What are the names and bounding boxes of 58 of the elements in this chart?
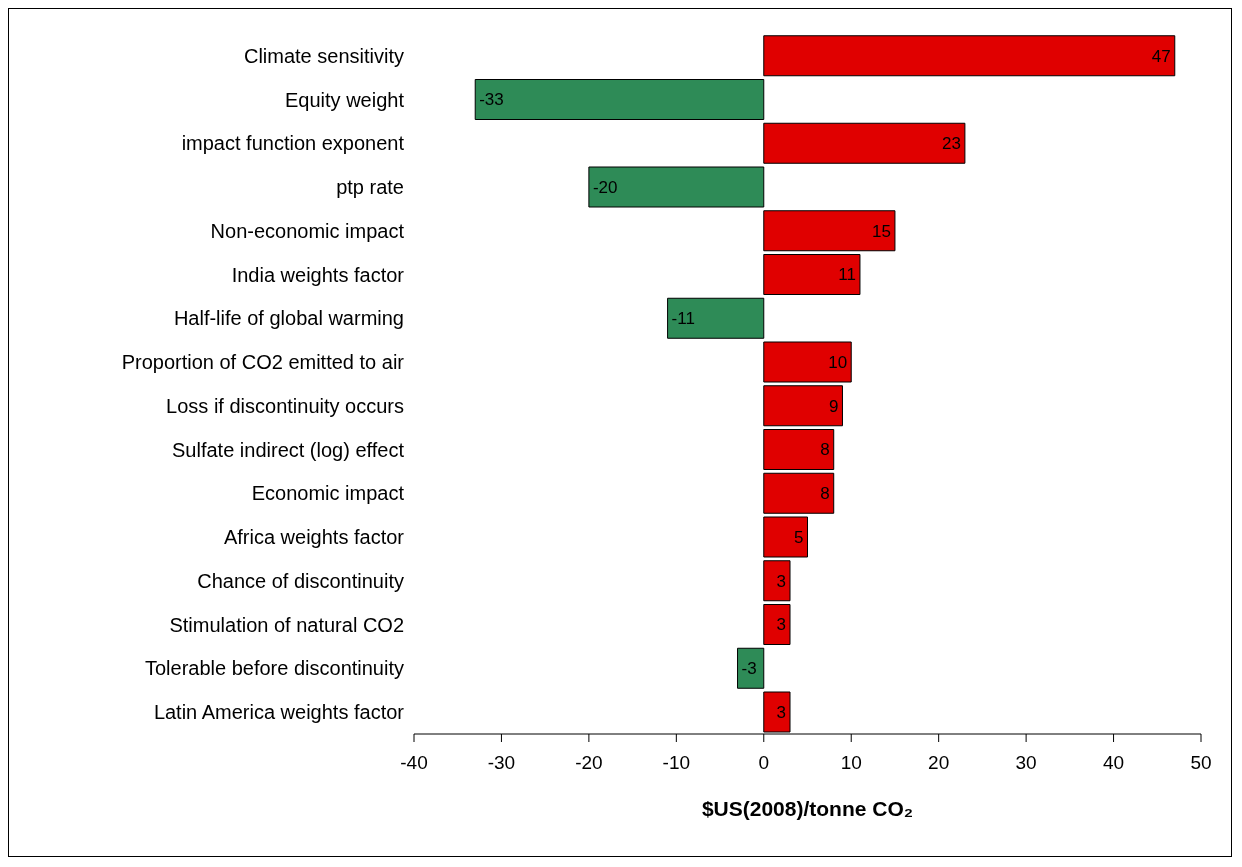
- x-tick-label: 0: [758, 752, 770, 774]
- bar: [763, 210, 896, 252]
- bar: [474, 79, 765, 120]
- x-axis-title: $US(2008)/tonne CO₂: [701, 797, 914, 820]
- bar: [763, 35, 1176, 77]
- x-tick-label: -20: [575, 752, 603, 774]
- bar: [667, 297, 765, 339]
- y-tick-label: Chance of discontinuity: [197, 569, 404, 592]
- y-tick-label: Equity weight: [285, 88, 405, 111]
- data-label: 3: [776, 702, 787, 722]
- x-tick-label: 10: [840, 752, 862, 774]
- bar: [588, 166, 765, 208]
- x-tick-label: 20: [928, 752, 950, 774]
- y-tick-label: Africa weights factor: [223, 526, 405, 549]
- y-tick-label: Half-life of global warming: [173, 307, 404, 330]
- y-tick-label: Tolerable before discontinuity: [144, 657, 404, 680]
- y-tick-label: Climate sensitivity: [243, 44, 404, 67]
- x-tick-label: -40: [400, 752, 428, 774]
- data-label: 23: [941, 134, 961, 154]
- x-tick-label: 40: [1102, 752, 1125, 774]
- bar: [763, 604, 791, 645]
- bar: [737, 647, 765, 689]
- data-label: 8: [820, 440, 830, 460]
- x-tick-label: -30: [487, 752, 516, 774]
- data-label: 9: [829, 396, 839, 416]
- data-label: 3: [776, 571, 787, 591]
- y-tick-label: Loss if discontinuity occurs: [166, 394, 404, 417]
- y-tick-label: Latin America weights factor: [153, 701, 405, 724]
- bar: [763, 385, 843, 427]
- data-label: 11: [838, 265, 856, 285]
- y-tick-label: India weights factor: [231, 263, 405, 286]
- x-tick-label: 30: [1015, 752, 1037, 774]
- y-tick-label: Proportion of CO2 emitted to air: [121, 351, 405, 374]
- bar: [763, 254, 861, 295]
- y-tick-label: Economic impact: [251, 482, 405, 505]
- data-label: 5: [794, 527, 804, 547]
- x-tick-label: -10: [662, 752, 691, 774]
- bar: [763, 516, 808, 558]
- y-tick-label: impact function exponent: [181, 132, 405, 155]
- data-label: -11: [671, 309, 695, 329]
- data-label: -3: [741, 659, 757, 679]
- bar: [763, 341, 852, 383]
- data-label: 15: [872, 221, 891, 241]
- bar: [763, 122, 966, 164]
- data-label: -20: [592, 177, 618, 197]
- data-label: -33: [479, 90, 504, 110]
- y-tick-label: ptp rate: [336, 176, 404, 199]
- data-label: 10: [828, 352, 848, 372]
- y-tick-label: Stimulation of natural CO2: [169, 613, 404, 636]
- data-label: 47: [1151, 46, 1171, 66]
- data-label: 8: [820, 484, 830, 504]
- y-tick-label: Non-economic impact: [210, 219, 405, 242]
- y-tick-label: Sulfate indirect (log) effect: [172, 438, 405, 461]
- bar: [763, 429, 835, 470]
- bar: [763, 560, 791, 602]
- bar: [763, 472, 835, 514]
- x-tick-label: 50: [1190, 752, 1212, 774]
- data-label: 3: [776, 615, 787, 635]
